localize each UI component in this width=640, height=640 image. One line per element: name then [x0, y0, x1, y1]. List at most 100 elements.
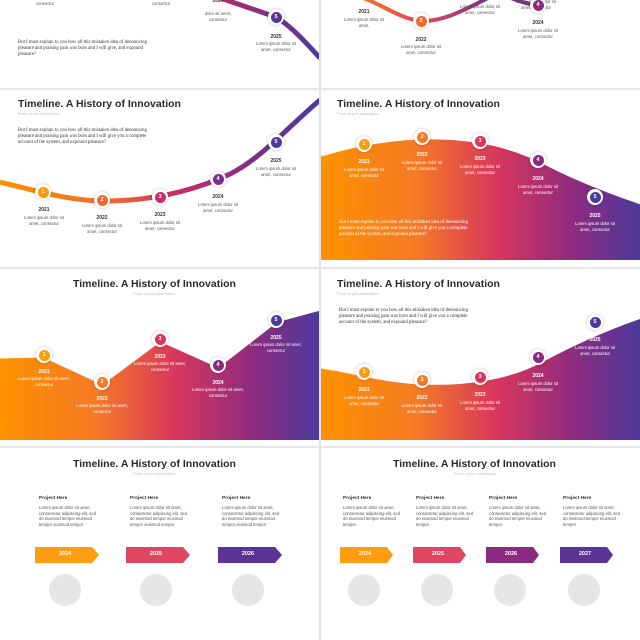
- slide-5[interactable]: Timeline. A History of Innovation Power …: [0, 270, 319, 440]
- slide-4-node-3[interactable]: 3: [472, 133, 488, 149]
- slide-5-node-5[interactable]: 5: [268, 312, 284, 328]
- slide-3-node-3-dot: 3: [154, 191, 166, 203]
- slide-3-node-2[interactable]: 2: [94, 192, 110, 208]
- slide-4-title: Timeline. A History of Innovation: [337, 98, 500, 110]
- slide-4-desc-2: Lorem ipsum dolor sit amet, consectur: [401, 160, 443, 171]
- slide-3-node-2-dot: 2: [96, 194, 108, 206]
- slide-7-image-placeholder-1: [49, 574, 81, 606]
- slide-1-year-5: 2025: [270, 34, 282, 40]
- slide-5-title: Timeline. A History of Innovation: [73, 278, 236, 290]
- slide-5-node-4-dot: 4: [212, 359, 224, 371]
- slide-6-desc-3: Lorem ipsum dolor sit amet, consectur: [459, 400, 501, 411]
- slide-7-project-2-desc: Lorem ipsum dolor sit amet, consectetur …: [130, 505, 188, 527]
- slide-8-project-4-title: Project Here: [563, 496, 592, 501]
- slide-6-node-4[interactable]: 4: [530, 349, 546, 365]
- slide-6-node-2[interactable]: 2: [414, 372, 430, 388]
- slide-7-arrow-2: [126, 547, 190, 563]
- slide-7[interactable]: Timeline. A History of Innovation Power …: [0, 450, 319, 640]
- slide-1-body: But I must explain to you how all this m…: [18, 40, 147, 58]
- slide-8-title: Timeline. A History of Innovation: [393, 458, 556, 470]
- slide-6-subtitle: Power of your presentation: [337, 292, 379, 296]
- slide-3-subtitle: Power of your presentation: [18, 112, 60, 116]
- slide-4-node-5[interactable]: 5: [587, 189, 603, 205]
- slide-6-node-1-dot: 1: [358, 366, 370, 378]
- slide-3-year-3: 2023: [154, 212, 166, 218]
- slide-3-year-2: 2022: [96, 215, 108, 221]
- slide-6-desc-5: Lorem ipsum dolor sit amet, consectur: [574, 345, 616, 356]
- slide-4-node-4[interactable]: 4: [530, 152, 546, 168]
- slide-8-image-placeholder-2: [421, 574, 453, 606]
- slide-4[interactable]: Timeline. A History of Innovation Power …: [321, 90, 640, 260]
- slide-5-year-4: 2024: [212, 380, 224, 386]
- slide-2-desc-2: Lorem ipsum dolor sit amet, consectur: [400, 44, 442, 55]
- slide-4-area: [321, 134, 640, 260]
- slide-6-desc-2: Lorem ipsum dolor sit amet, consectur: [401, 403, 443, 414]
- grid-divider-3: [0, 446, 640, 448]
- slide-7-year-2: 2025: [149, 551, 163, 557]
- slide-5-node-3[interactable]: 3: [152, 331, 168, 347]
- slide-3-node-5[interactable]: 5: [268, 134, 284, 150]
- slide-7-year-3: 2026: [241, 551, 255, 557]
- slide-2-year-4: 2024: [532, 20, 544, 26]
- slide-3-node-4-dot: 4: [212, 173, 224, 185]
- slide-8-project-1-desc: Lorem ipsum dolor sit amet, consectetur …: [343, 505, 401, 527]
- slide-7-image-placeholder-2: [140, 574, 172, 606]
- slide-8[interactable]: Timeline. A History of Innovation Power …: [321, 450, 640, 640]
- slide-8-image-placeholder-1: [348, 574, 380, 606]
- slide-2-node-2-dot: 2: [415, 15, 427, 27]
- slide-5-node-2[interactable]: 2: [94, 374, 110, 390]
- slide-5-desc-3: Lorem ipsum dolor sit amet, consectur: [134, 361, 186, 372]
- slide-8-project-3-title: Project Here: [489, 496, 518, 501]
- slide-8-arrow-1: [340, 547, 393, 563]
- slide-2-node-2[interactable]: 2: [413, 13, 429, 29]
- slide-4-year-5: 2025: [589, 213, 601, 219]
- slide-3-desc-2: Lorem ipsum dolor sit amet, consectur: [81, 223, 123, 234]
- slide-6-node-1[interactable]: 1: [356, 364, 372, 380]
- slide-7-year-1: 2024: [58, 551, 72, 557]
- slide-6-node-5-dot: 5: [589, 316, 601, 328]
- slide-5-desc-2: Lorem ipsum dolor sit amet, consectur: [76, 403, 128, 414]
- slide-6-title: Timeline. A History of Innovation: [337, 278, 500, 290]
- slide-5-desc-1: Lorem ipsum dolor sit amet, consectur: [18, 376, 70, 387]
- grid-divider-2: [0, 267, 640, 269]
- slide-8-year-2: 2025: [431, 551, 445, 557]
- slide-4-node-4-dot: 4: [532, 154, 544, 166]
- slide-1-year-4: 2024: [212, 0, 224, 4]
- slide-3-desc-3: Lorem ipsum dolor sit amet, consectur: [139, 220, 181, 231]
- slide-4-node-1[interactable]: 1: [356, 136, 372, 152]
- slide-1-node-5[interactable]: 5: [268, 9, 284, 25]
- slide-3-year-5: 2025: [270, 158, 282, 164]
- slide-6-body: But I must explain to you how all this m…: [339, 308, 468, 326]
- slide-3-desc-5: Lorem ipsum dolor sit amet, consectur: [255, 166, 297, 177]
- slide-6[interactable]: Timeline. A History of Innovation Power …: [321, 270, 640, 440]
- slide-8-subtitle: Power of your presentation: [454, 472, 496, 476]
- slide-2-node-4-dot: 4: [532, 0, 544, 11]
- slide-6-year-5: 2025: [589, 337, 601, 343]
- slide-5-node-1[interactable]: 1: [36, 347, 52, 363]
- slide-6-desc-4: Lorem ipsum dolor sit amet, consectur: [517, 381, 559, 392]
- slide-8-project-4-desc: Lorem ipsum dolor sit amet, consectetur …: [563, 505, 621, 527]
- slide-8-arrow-4: [560, 547, 613, 563]
- slide-6-node-3-dot: 3: [474, 371, 486, 383]
- slide-7-project-3-title: Project Here: [222, 496, 251, 501]
- slide-3-node-3[interactable]: 3: [152, 189, 168, 205]
- slide-6-node-5[interactable]: 5: [587, 314, 603, 330]
- slide-4-node-2[interactable]: 2: [414, 129, 430, 145]
- slide-3[interactable]: Timeline. A History of Innovation Power …: [0, 90, 319, 260]
- slide-6-node-3[interactable]: 3: [472, 369, 488, 385]
- slide-5-node-4[interactable]: 4: [210, 357, 226, 373]
- slide-4-node-1-dot: 1: [358, 138, 370, 150]
- slide-1-node-5-dot: 5: [270, 11, 282, 23]
- slide-2-node-4[interactable]: 4: [530, 0, 546, 13]
- slide-3-node-1[interactable]: 1: [35, 184, 51, 200]
- slide-3-node-4[interactable]: 4: [210, 171, 226, 187]
- slide-5-year-3: 2023: [154, 354, 166, 360]
- slide-2-top-3: Lorem ipsum dolor sit amet, consectur: [459, 4, 501, 15]
- slide-2-year-1: 2021: [358, 9, 370, 15]
- slide-3-desc-1: Lorem ipsum dolor sit amet, consectur: [23, 215, 65, 226]
- slide-1-top-text-1: consectur: [35, 1, 55, 6]
- slide-8-project-1-title: Project Here: [343, 496, 372, 501]
- slide-4-subtitle: Power of your presentation: [337, 112, 379, 116]
- slide-7-project-2-title: Project Here: [130, 496, 159, 501]
- slide-6-node-4-dot: 4: [532, 351, 544, 363]
